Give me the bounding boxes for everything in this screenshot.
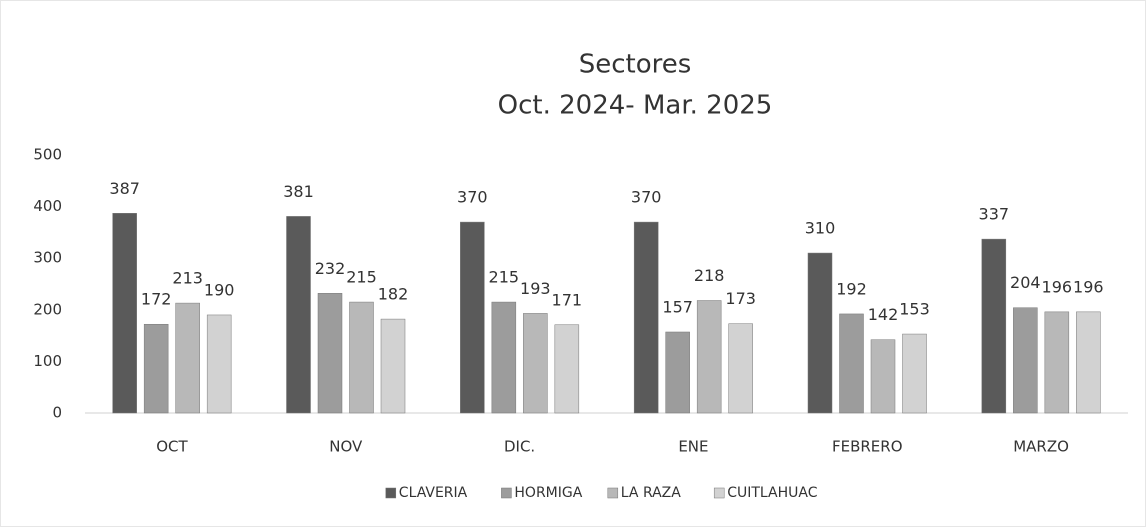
bar <box>839 313 864 414</box>
data-label: 213 <box>172 269 203 288</box>
data-label: 196 <box>1042 277 1073 296</box>
bar <box>523 313 548 414</box>
x-tick-label: NOV <box>329 438 363 456</box>
data-label: 182 <box>378 285 409 304</box>
x-tick-label: ENE <box>678 438 708 456</box>
bar <box>1044 311 1070 414</box>
x-tick-label: MARZO <box>1013 438 1069 456</box>
bar <box>143 323 169 414</box>
x-tick-label: OCT <box>156 438 188 456</box>
data-label: 171 <box>552 290 583 309</box>
y-tick-label: 100 <box>33 352 62 370</box>
bar <box>380 318 406 414</box>
bar <box>696 300 722 414</box>
data-label: 196 <box>1073 277 1104 296</box>
legend-swatch <box>385 487 397 499</box>
x-tick-label: FEBRERO <box>832 438 903 456</box>
bar <box>728 323 753 414</box>
bar <box>206 314 232 414</box>
data-label: 370 <box>631 188 662 207</box>
data-label: 153 <box>899 300 930 319</box>
legend-label: CUITLAHUAC <box>727 485 818 501</box>
bar <box>317 293 343 414</box>
legend-swatch <box>607 487 619 499</box>
bar <box>665 331 690 414</box>
data-label: 387 <box>109 179 140 198</box>
data-label: 173 <box>725 289 756 308</box>
data-label: 192 <box>836 279 867 298</box>
legend-label: CLAVERIA <box>399 485 468 501</box>
data-label: 190 <box>204 280 235 299</box>
bar <box>633 221 659 414</box>
data-label: 204 <box>1010 273 1041 292</box>
legend-label: LA RAZA <box>621 485 681 501</box>
data-label: 157 <box>662 297 693 316</box>
data-label: 142 <box>868 305 899 324</box>
bar <box>349 301 374 414</box>
data-label: 218 <box>694 266 725 285</box>
y-tick-label: 400 <box>33 197 62 215</box>
bar <box>807 252 833 414</box>
bar <box>1076 311 1101 414</box>
bar <box>870 339 896 414</box>
data-label: 215 <box>489 268 520 287</box>
data-label: 370 <box>457 188 488 207</box>
chart-subtitle: Oct. 2024- Mar. 2025 <box>498 91 773 121</box>
data-label: 310 <box>805 219 836 238</box>
y-tick-label: 0 <box>52 404 62 422</box>
legend-swatch <box>501 487 512 499</box>
y-tick-label: 500 <box>33 146 62 164</box>
legend-label: HORMIGA <box>514 485 582 501</box>
bar <box>175 302 200 414</box>
data-label: 172 <box>141 290 172 309</box>
bar <box>981 238 1007 414</box>
data-label: 232 <box>315 259 346 278</box>
legend-swatch <box>713 487 725 499</box>
bar <box>460 221 485 414</box>
data-label: 215 <box>346 268 377 287</box>
y-tick-label: 200 <box>33 300 62 318</box>
bar <box>1013 307 1038 414</box>
y-tick-label: 300 <box>33 249 62 267</box>
bar <box>112 213 137 414</box>
bar <box>902 333 927 414</box>
bar <box>491 301 517 414</box>
chart-title: Sectores <box>579 50 692 80</box>
data-label: 381 <box>283 182 314 201</box>
data-label: 193 <box>520 279 551 298</box>
x-tick-label: DIC. <box>504 438 535 456</box>
data-label: 337 <box>979 205 1010 224</box>
bar <box>554 324 580 414</box>
bar <box>286 216 311 414</box>
